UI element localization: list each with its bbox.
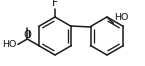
Text: HO: HO — [114, 13, 129, 22]
Text: O: O — [23, 30, 31, 39]
Text: HO: HO — [2, 40, 16, 49]
Text: F: F — [52, 0, 58, 9]
